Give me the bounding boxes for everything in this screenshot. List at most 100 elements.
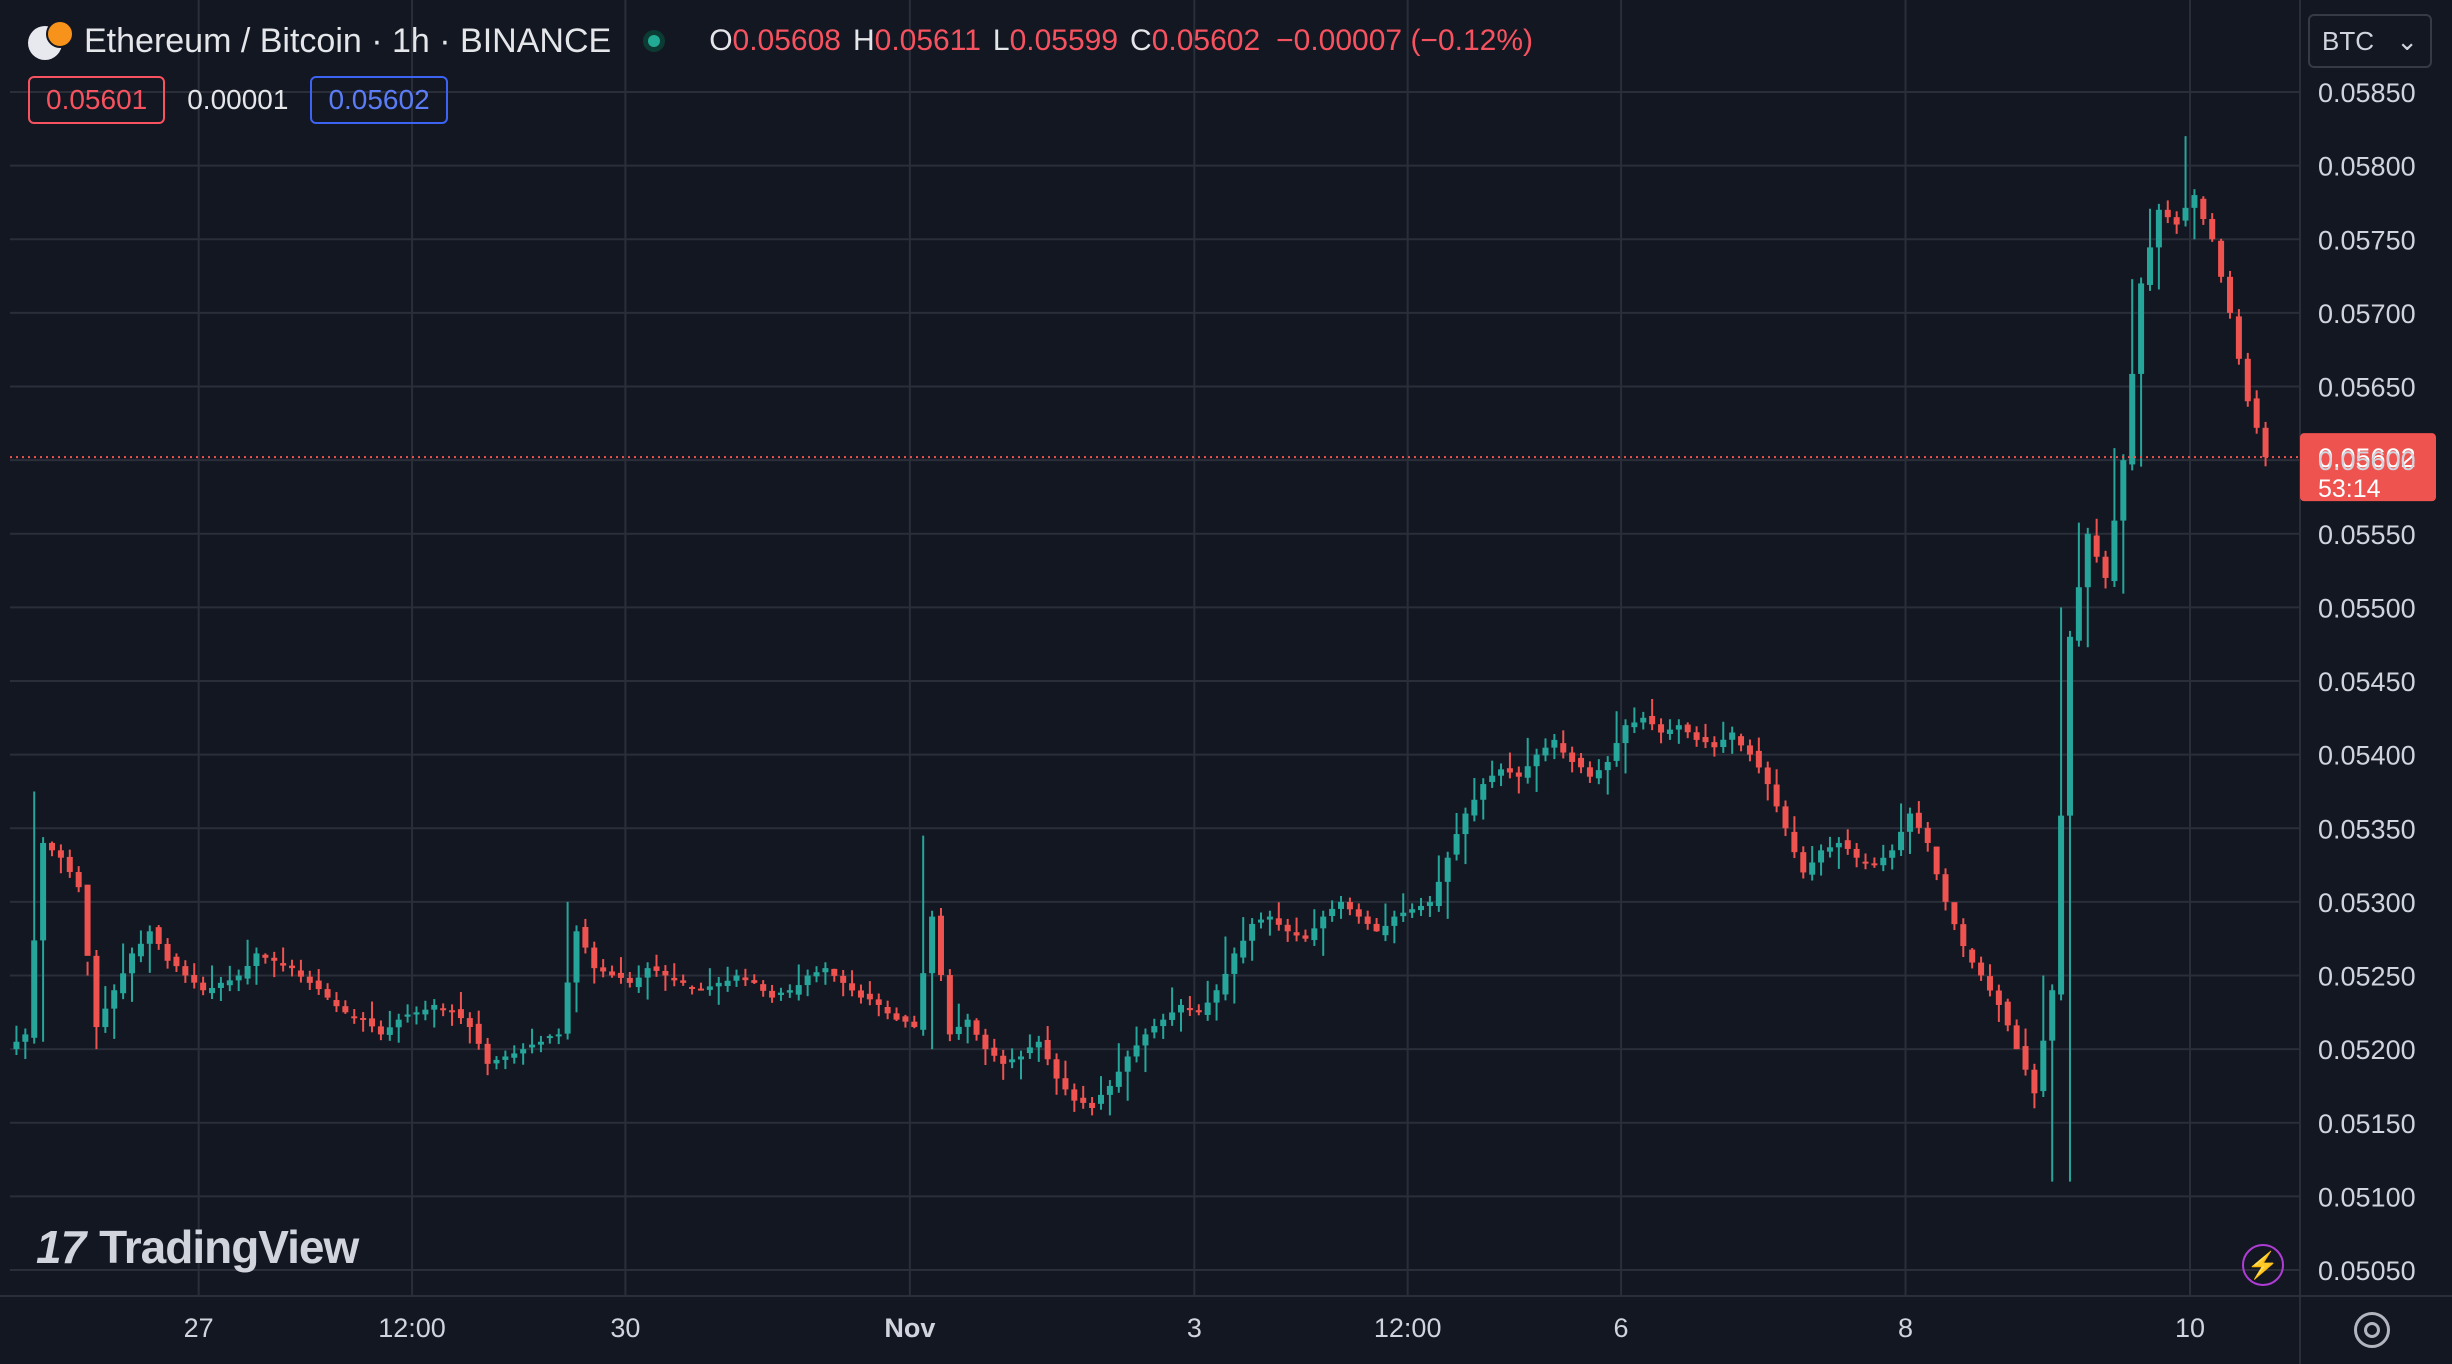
- candle-body: [1382, 925, 1389, 936]
- price-tick-label: 0.05500: [2318, 593, 2416, 623]
- sell-button[interactable]: 0.05601: [28, 76, 166, 124]
- candle-body: [546, 1036, 553, 1039]
- candle-body: [66, 856, 73, 873]
- candle-body: [1755, 750, 1762, 768]
- candle-body: [1320, 916, 1327, 929]
- candle-body: [146, 931, 153, 944]
- candle-body: [1906, 813, 1913, 832]
- candle-body: [875, 999, 882, 1005]
- price-tick-label: 0.05450: [2318, 667, 2416, 697]
- candle-body: [102, 1008, 109, 1028]
- candle-body: [644, 968, 651, 978]
- high-key: H: [852, 24, 875, 57]
- candle-body: [609, 971, 616, 976]
- candle-body: [1880, 857, 1887, 866]
- candle-body: [866, 993, 873, 1000]
- candle-body: [1649, 715, 1656, 725]
- candle-body: [1578, 757, 1585, 768]
- candle-body: [244, 965, 251, 979]
- candle-body: [1284, 924, 1291, 932]
- market-open-icon[interactable]: [643, 30, 666, 52]
- candle-body: [2226, 276, 2233, 313]
- candle-body: [1053, 1059, 1060, 1079]
- candle-body: [369, 1018, 376, 1027]
- candle-body: [84, 884, 91, 956]
- price-tick-label: 0.05300: [2318, 888, 2416, 918]
- candle-body: [1720, 739, 1727, 748]
- price-tick-label: 0.05250: [2318, 962, 2416, 992]
- candle-body: [2102, 556, 2109, 578]
- candle-body: [111, 990, 118, 1009]
- candle-body: [1746, 745, 1753, 755]
- candle-body: [2120, 460, 2127, 521]
- change-value: −0.00007 (−0.12%): [1276, 24, 1534, 57]
- candle-body: [1000, 1055, 1007, 1064]
- candle-body: [1240, 940, 1247, 958]
- candle-body: [2031, 1069, 2038, 1094]
- price-tick-label: 0.05400: [2318, 741, 2416, 771]
- last-price-tag: [2300, 433, 2436, 502]
- candle-body: [1142, 1034, 1149, 1046]
- candle-body: [226, 980, 233, 986]
- candle-body: [297, 970, 304, 977]
- quote-row: 0.05601 0.00001 0.05602: [28, 74, 448, 126]
- candle-body: [1035, 1041, 1042, 1048]
- settings-icon[interactable]: [2354, 1312, 2390, 1348]
- price-tick-label: 0.05850: [2318, 78, 2416, 108]
- lightning-icon[interactable]: ⚡: [2242, 1244, 2284, 1286]
- candle-body: [1809, 862, 1816, 875]
- candle-body: [724, 980, 731, 986]
- candle-body: [129, 953, 136, 974]
- candle-body: [1622, 725, 1629, 744]
- candle-body: [1604, 761, 1611, 771]
- time-tick-label: 6: [1614, 1313, 1629, 1343]
- candle-body: [555, 1034, 562, 1037]
- symbol-title[interactable]: Ethereum / Bitcoin · 1h · BINANCE: [84, 21, 612, 60]
- candle-body: [1160, 1019, 1167, 1027]
- candle-body: [475, 1023, 482, 1044]
- time-tick-label: 3: [1187, 1313, 1202, 1343]
- candle-body: [600, 967, 607, 972]
- candle-body: [1969, 949, 1976, 963]
- candle-body: [1444, 857, 1451, 882]
- candle-body: [1453, 834, 1460, 855]
- candle-body: [1924, 827, 1931, 843]
- time-tick-label: 12:00: [1374, 1313, 1442, 1343]
- candle-body: [777, 992, 784, 996]
- candle-body: [137, 943, 144, 957]
- candle-body: [2200, 198, 2207, 220]
- candle-body: [386, 1027, 393, 1035]
- candle-body: [306, 976, 313, 983]
- candle-body: [440, 1008, 447, 1011]
- candle-body: [617, 972, 624, 978]
- candle-body: [1426, 901, 1433, 906]
- currency-select[interactable]: BTC ⌄: [2308, 14, 2432, 68]
- candle-body: [1275, 918, 1282, 925]
- tradingview-logo[interactable]: 17 TradingView: [36, 1220, 359, 1274]
- candle-body: [635, 977, 642, 988]
- price-tick-label: 0.05800: [2318, 152, 2416, 182]
- candle-body: [191, 975, 198, 983]
- candle-body: [2084, 533, 2091, 588]
- candle-body: [2013, 1025, 2020, 1050]
- candle-body: [991, 1047, 998, 1056]
- candle-body: [1738, 736, 1745, 746]
- candle-body: [1586, 767, 1593, 777]
- candle-body: [404, 1014, 411, 1017]
- candle-body: [1978, 962, 1985, 976]
- candle-body: [946, 975, 953, 1035]
- candle-body: [1124, 1056, 1131, 1072]
- logo-text: TradingView: [99, 1221, 359, 1273]
- candle-body: [1818, 850, 1825, 863]
- buy-button[interactable]: 0.05602: [310, 76, 448, 124]
- tradingview-mark-icon: 17: [36, 1221, 86, 1273]
- candle-body: [1071, 1089, 1078, 1101]
- candle-body: [1489, 775, 1496, 783]
- candle-body: [120, 973, 127, 994]
- last-price-value: 0.05602: [2318, 443, 2416, 473]
- candle-body: [351, 1016, 358, 1019]
- candle-body: [795, 985, 802, 995]
